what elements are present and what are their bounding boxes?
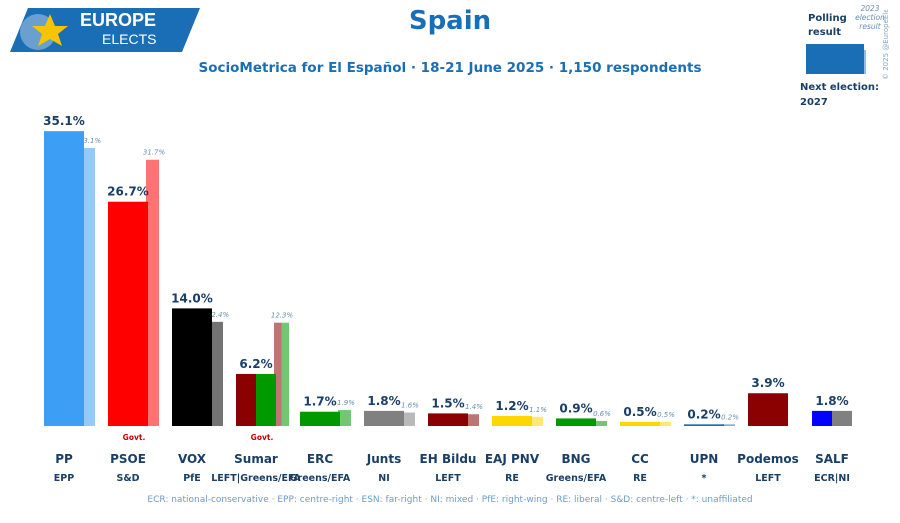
prev-bar-sumar-a [274, 322, 282, 426]
party-group-erc: Greens/EFA [290, 473, 351, 484]
poll-bar-vox [172, 308, 212, 426]
govt-label-sumar: Govt. [251, 433, 274, 442]
logo-line2: ELECTS [102, 31, 157, 47]
value-label-pp: 35.1% [43, 114, 85, 128]
copyright-graphic: © 2025 @EuropeElects [882, 0, 890, 80]
party-name-bng: BNG [561, 452, 590, 466]
party-name-salf: SALF [815, 452, 849, 466]
poll-bar-bng [556, 418, 596, 426]
govt-label-psoe: Govt. [123, 433, 146, 442]
europe-elects-logo: EUROPE ELECTS [10, 8, 200, 52]
next-election-year: 2027 [800, 97, 828, 108]
copyright-text: © 2025 @EuropeElects [882, 10, 890, 80]
value-label-salf: 1.8% [815, 394, 848, 408]
party-group-junts: NI [378, 473, 390, 484]
poll-bar-sumar-a [236, 373, 256, 426]
party-group-vox: PfE [183, 473, 201, 484]
prev-label-pp: 33.1% [79, 137, 102, 145]
prev-bar-upn [722, 424, 735, 426]
prev-label-eaj-pnv: 1.1% [529, 406, 547, 414]
prev-bar-eh-bildu [466, 414, 479, 426]
party-name-eaj-pnv: EAJ PNV [485, 452, 540, 466]
poll-bar-salf-a [812, 410, 832, 426]
party-group-sumar: LEFT|Greens/EFA [211, 473, 301, 484]
party-group-eh-bildu: LEFT [435, 473, 461, 484]
party-group-pp: EPP [54, 473, 74, 484]
prev-label-psoe: 31.7% [143, 149, 166, 157]
value-label-psoe: 26.7% [107, 185, 149, 199]
prev-bar-sumar-b [281, 322, 289, 426]
party-name-podemos: Podemos [737, 452, 799, 466]
poll-bar-junts [364, 410, 404, 426]
prev-label-eh-bildu: 1.4% [465, 403, 483, 411]
prev-label-upn: 0.2% [721, 413, 739, 421]
poll-bar-erc [300, 411, 340, 426]
party-name-erc: ERC [307, 452, 333, 466]
legend: Polling result 2023 election result Next… [800, 4, 895, 114]
prev-bar-eaj-pnv [530, 416, 543, 426]
party-group-psoe: S&D [116, 473, 139, 484]
prev-label-cc: 0.5% [657, 411, 675, 419]
party-name-eh-bildu: EH Bildu [420, 452, 477, 466]
prev-bar-psoe [146, 159, 159, 426]
party-group-cc: RE [633, 473, 647, 484]
value-label-sumar: 6.2% [239, 357, 272, 371]
poll-bar-eh-bildu [428, 413, 468, 426]
logo-line1: EUROPE [80, 10, 157, 30]
value-label-bng: 0.9% [559, 401, 592, 415]
poll-bar-psoe [108, 201, 148, 426]
prev-bar-cc [658, 421, 671, 426]
prev-bar-vox [210, 321, 223, 426]
poll-bar-podemos [748, 393, 788, 426]
legend-previous-label: 2023 election result [855, 4, 885, 31]
prev-label-sumar: 12.3% [271, 312, 294, 320]
chart-title: Spain [408, 6, 492, 36]
value-label-vox: 14.0% [171, 291, 213, 305]
prev-label-erc: 1.9% [337, 399, 355, 407]
legend-polling-swatch [806, 44, 864, 74]
party-name-upn: UPN [690, 452, 719, 466]
party-name-cc: CC [631, 452, 649, 466]
poll-bar-eaj-pnv [492, 415, 532, 426]
prev-bar-pp [82, 147, 95, 426]
prev-label-bng: 0.6% [593, 410, 611, 418]
group-footnote: ECR: national-conservative · EPP: centre… [147, 495, 753, 505]
party-name-psoe: PSOE [110, 452, 146, 466]
chart-area: 33.1% 35.1% PP EPP 31.7% 26.7% Govt. PSOE S&D 12.… [0, 100, 900, 519]
chart-subtitle: SocioMetrica for El Español · 18-21 June… [198, 60, 702, 76]
party-name-vox: VOX [178, 452, 207, 466]
poll-bar-pp [44, 131, 84, 426]
value-label-podemos: 3.9% [751, 376, 784, 390]
poll-bar-upn [684, 424, 724, 426]
value-label-eh-bildu: 1.5% [431, 396, 464, 410]
bar-chart: 33.1% 35.1% PP EPP 31.7% 26.7% Govt. PSOE S&D 12.… [43, 114, 852, 484]
poll-bar-cc [620, 421, 660, 426]
party-group-podemos: LEFT [755, 473, 781, 484]
star-icon [32, 14, 68, 46]
prev-bar-erc [338, 410, 351, 426]
copyright: © 2025 @EuropeElects [880, 0, 890, 80]
value-label-cc: 0.5% [623, 405, 656, 419]
poll-bar-salf-b [832, 410, 852, 426]
prev-bar-bng [594, 420, 607, 426]
party-name-sumar: Sumar [234, 452, 278, 466]
party-group-upn: * [702, 473, 707, 484]
value-label-upn: 0.2% [687, 407, 720, 421]
prev-label-junts: 1.6% [401, 402, 419, 410]
party-name-junts: Junts [366, 452, 401, 466]
legend-polling-label: Polling result [808, 13, 847, 38]
next-election-label: Next election: [800, 82, 879, 93]
poll-bar-sumar-b [256, 373, 276, 426]
value-label-eaj-pnv: 1.2% [495, 399, 528, 413]
party-group-eaj-pnv: RE [505, 473, 519, 484]
prev-label-vox: 12.4% [207, 311, 230, 319]
party-group-salf: ECR|NI [814, 473, 850, 484]
value-label-junts: 1.8% [367, 394, 400, 408]
logo-graphic [10, 8, 200, 52]
value-label-erc: 1.7% [303, 395, 336, 409]
party-name-pp: PP [55, 452, 73, 466]
prev-bar-junts [402, 412, 415, 426]
party-group-bng: Greens/EFA [546, 473, 607, 484]
